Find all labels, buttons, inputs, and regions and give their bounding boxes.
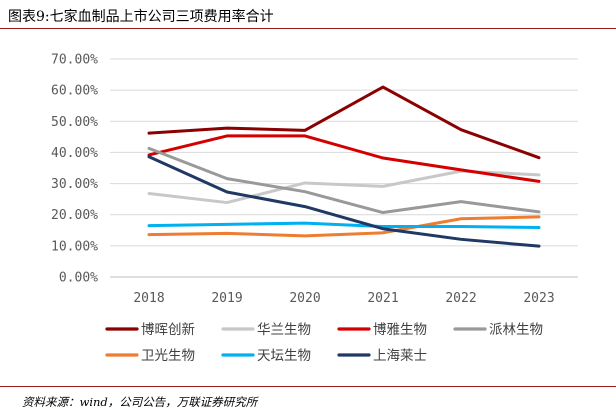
series-line-1 <box>147 169 541 205</box>
legend-label: 天坛生物 <box>257 348 311 364</box>
y-tick-label: 40.00% <box>51 146 98 161</box>
legend-label: 博雅生物 <box>373 321 427 338</box>
series-line-6 <box>147 155 541 248</box>
y-axis-ticks: 0.00% 10.00% 20.00% 30.00% 40.00% 50.00% 60.00… <box>51 53 98 286</box>
legend-item-6: 上海莱士 <box>337 348 427 364</box>
legend-item-3: 派林生物 <box>453 322 543 338</box>
top-rule <box>0 28 616 29</box>
legend-label: 派林生物 <box>489 322 543 338</box>
series-line-3 <box>147 146 541 215</box>
y-tick-label: 20.00% <box>51 208 98 223</box>
x-tick-label: 2021 <box>367 291 398 306</box>
x-tick-label: 2018 <box>133 291 164 306</box>
y-tick-label: 0.00% <box>59 271 98 286</box>
legend-item-1: 华兰生物 <box>221 322 311 338</box>
y-tick-label: 30.00% <box>51 177 98 192</box>
series-line-2 <box>147 134 541 183</box>
legend-label: 卫光生物 <box>141 348 195 364</box>
x-axis-ticks: 2018 2019 2020 2021 2022 2023 <box>133 291 554 306</box>
legend-label: 博晖创新 <box>141 321 195 338</box>
legend-label: 华兰生物 <box>257 322 311 338</box>
x-tick-label: 2019 <box>211 291 242 306</box>
x-tick-label: 2022 <box>445 291 476 306</box>
y-tick-label: 60.00% <box>51 84 98 99</box>
x-tick-label: 2020 <box>289 291 320 306</box>
legend-item-4: 卫光生物 <box>105 348 195 364</box>
legend-item-2: 博雅生物 <box>337 321 427 338</box>
series-lines <box>147 85 541 248</box>
y-tick-label: 50.00% <box>51 115 98 130</box>
legend-item-5: 天坛生物 <box>221 348 311 364</box>
legend-label: 上海莱士 <box>373 348 427 364</box>
series-line-0 <box>147 85 541 160</box>
y-tick-label: 70.00% <box>51 53 98 68</box>
line-chart: 0.00% 10.00% 20.00% 30.00% 40.00% 50.00% 60.00… <box>51 53 578 364</box>
y-tick-label: 10.00% <box>51 239 98 254</box>
bottom-rule <box>0 386 616 387</box>
x-tick-label: 2023 <box>523 291 554 306</box>
series-line-4 <box>147 215 541 238</box>
chart-title: 图表9:七家血制品上市公司三项费用率合计 <box>8 9 274 25</box>
legend-item-0: 博晖创新 <box>105 321 195 338</box>
series-line-5 <box>147 221 541 229</box>
source-note: 资料来源：wind，公司公告，万联证券研究所 <box>22 395 258 409</box>
